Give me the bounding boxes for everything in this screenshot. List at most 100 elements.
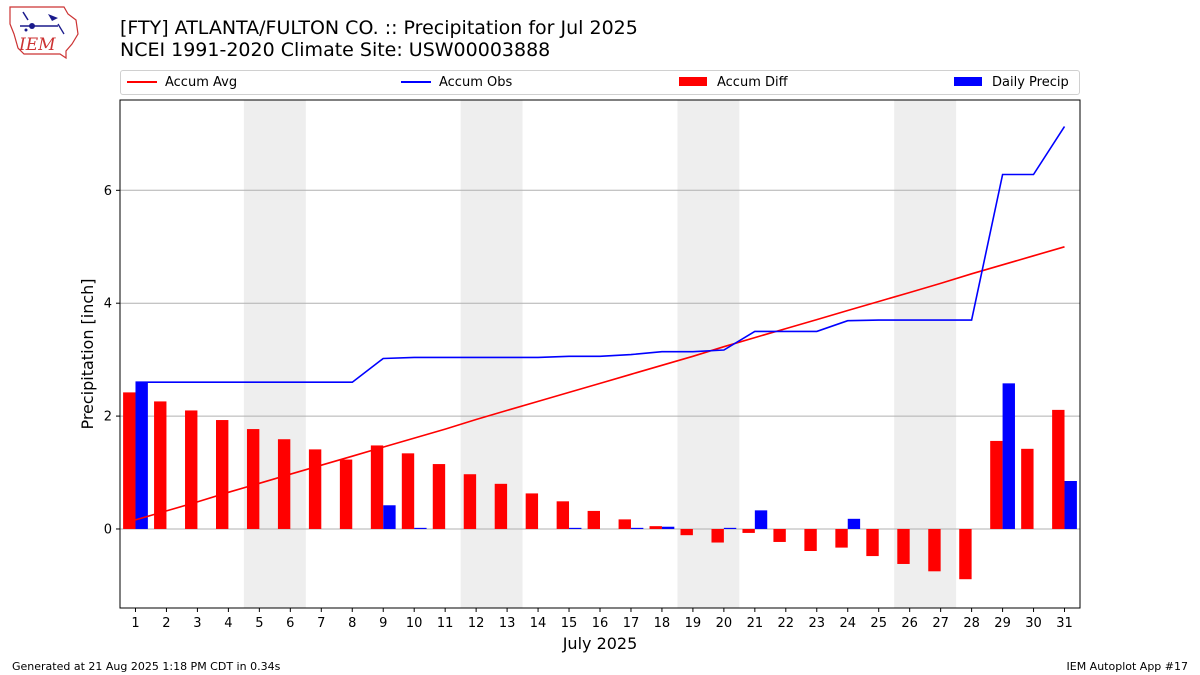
legend-swatch-accum-avg: [127, 80, 157, 83]
daily-precip-bar: [723, 527, 737, 529]
accum-diff-bar: [990, 440, 1003, 529]
weekend-shade: [460, 100, 523, 608]
chart-subtitle: NCEI 1991-2020 Climate Site: USW00003888: [120, 39, 551, 61]
x-tick-label: 30: [1025, 616, 1042, 631]
accum-diff-bar: [680, 528, 693, 536]
daily-precip-bar: [1064, 481, 1077, 529]
x-tick-label: 6: [286, 616, 294, 631]
y-tick-label: 6: [104, 184, 112, 199]
x-tick-label: 7: [317, 616, 325, 631]
daily-precip-bar: [135, 382, 148, 529]
accum-diff-bar: [463, 474, 477, 529]
x-tick-label: 29: [994, 616, 1011, 631]
accum-diff-bar: [711, 528, 724, 543]
legend-item-accum-obs: Accum Obs: [401, 75, 512, 91]
x-tick-label: 4: [224, 616, 232, 631]
x-tick-label: 28: [963, 616, 980, 631]
legend-item-daily-precip: Daily Precip: [954, 75, 1069, 91]
accum-diff-bar: [216, 420, 229, 529]
chart-legend: Accum Avg Accum Obs Accum Diff Daily Pre…: [120, 70, 1080, 95]
x-tick-label: 13: [499, 616, 516, 631]
daily-precip-bar: [569, 527, 582, 529]
accum-diff-bar: [773, 528, 786, 542]
accum-diff-bar: [835, 528, 848, 548]
chart-title: [FTY] ATLANTA/FULTON CO. :: Precipitatio…: [120, 17, 638, 39]
accum-obs-line: [135, 126, 1066, 384]
x-tick-label: 5: [255, 616, 263, 631]
accum-diff-bar: [185, 410, 198, 529]
y-tick-label: 2: [104, 410, 112, 425]
daily-precip-bar: [414, 527, 427, 529]
legend-swatch-daily-precip: [954, 77, 982, 86]
x-tick-label: 16: [592, 616, 609, 631]
x-tick-label: 17: [623, 616, 640, 631]
x-tick-label: 15: [561, 616, 578, 631]
accum-diff-bar: [928, 528, 941, 572]
x-tick-label: 27: [932, 616, 949, 631]
legend-label-accum-diff: Accum Diff: [717, 75, 788, 90]
weekend-shade: [243, 100, 306, 608]
daily-precip-bar: [383, 505, 396, 529]
y-axis-label: Precipitation [inch]: [78, 278, 97, 429]
y-tick-label: 4: [104, 297, 112, 312]
x-tick-label: 12: [468, 616, 485, 631]
accum-diff-bar: [370, 445, 384, 529]
daily-precip-bar: [630, 527, 644, 529]
iem-logo: IEM: [6, 4, 82, 60]
daily-precip-bar: [754, 510, 768, 529]
accum-diff-bar: [494, 483, 508, 529]
x-tick-label: 31: [1056, 616, 1073, 631]
accum-diff-bar: [742, 528, 755, 533]
daily-precip-bar: [661, 526, 675, 529]
x-tick-label: 25: [870, 616, 887, 631]
accum-diff-bar: [649, 526, 662, 529]
x-tick-label: 11: [437, 616, 454, 631]
accum-diff-bar: [246, 429, 260, 529]
accum-diff-bar: [618, 519, 631, 529]
accum-diff-bar: [1021, 448, 1034, 529]
accum-diff-bar: [154, 401, 167, 529]
x-tick-label: 8: [348, 616, 356, 631]
accum-diff-bar: [277, 439, 291, 529]
x-axis-label: July 2025: [562, 634, 638, 653]
daily-precip-bar: [847, 518, 861, 529]
y-tick-label: 0: [104, 522, 112, 537]
x-tick-label: 18: [654, 616, 671, 631]
accum-diff-bar: [866, 528, 879, 557]
x-tick-label: 20: [716, 616, 733, 631]
accum-avg-line: [135, 246, 1065, 521]
legend-item-accum-avg: Accum Avg: [127, 75, 237, 91]
accum-diff-bar: [308, 449, 322, 529]
accum-diff-bar: [587, 510, 600, 529]
logo-text: IEM: [18, 35, 56, 55]
x-tick-label: 2: [162, 616, 170, 631]
accum-diff-bar: [897, 528, 910, 564]
x-tick-label: 26: [901, 616, 918, 631]
x-tick-label: 24: [839, 616, 856, 631]
accum-diff-bar: [401, 453, 415, 529]
x-tick-label: 3: [193, 616, 201, 631]
legend-label-accum-avg: Accum Avg: [165, 75, 238, 90]
accum-diff-bar: [556, 501, 570, 529]
x-tick-label: 1: [131, 616, 139, 631]
accum-diff-bar: [959, 528, 972, 580]
x-tick-label: 19: [685, 616, 702, 631]
weekend-shade: [894, 100, 957, 608]
app-label: IEM Autoplot App #17: [1066, 660, 1189, 673]
accum-diff-bar: [432, 464, 446, 529]
accum-diff-bar: [804, 528, 817, 551]
accum-diff-bar: [339, 459, 353, 529]
x-tick-label: 22: [778, 616, 795, 631]
x-tick-label: 10: [406, 616, 423, 631]
accum-diff-bar: [123, 392, 136, 529]
legend-swatch-accum-diff: [679, 77, 707, 86]
legend-label-daily-precip: Daily Precip: [992, 75, 1069, 90]
legend-swatch-accum-obs: [401, 80, 431, 83]
accum-diff-bar: [1052, 409, 1065, 529]
x-tick-label: 14: [530, 616, 547, 631]
accum-diff-bar: [525, 493, 539, 529]
x-tick-label: 23: [809, 616, 826, 631]
weekend-shade: [677, 100, 740, 608]
generated-timestamp: Generated at 21 Aug 2025 1:18 PM CDT in …: [12, 660, 281, 673]
